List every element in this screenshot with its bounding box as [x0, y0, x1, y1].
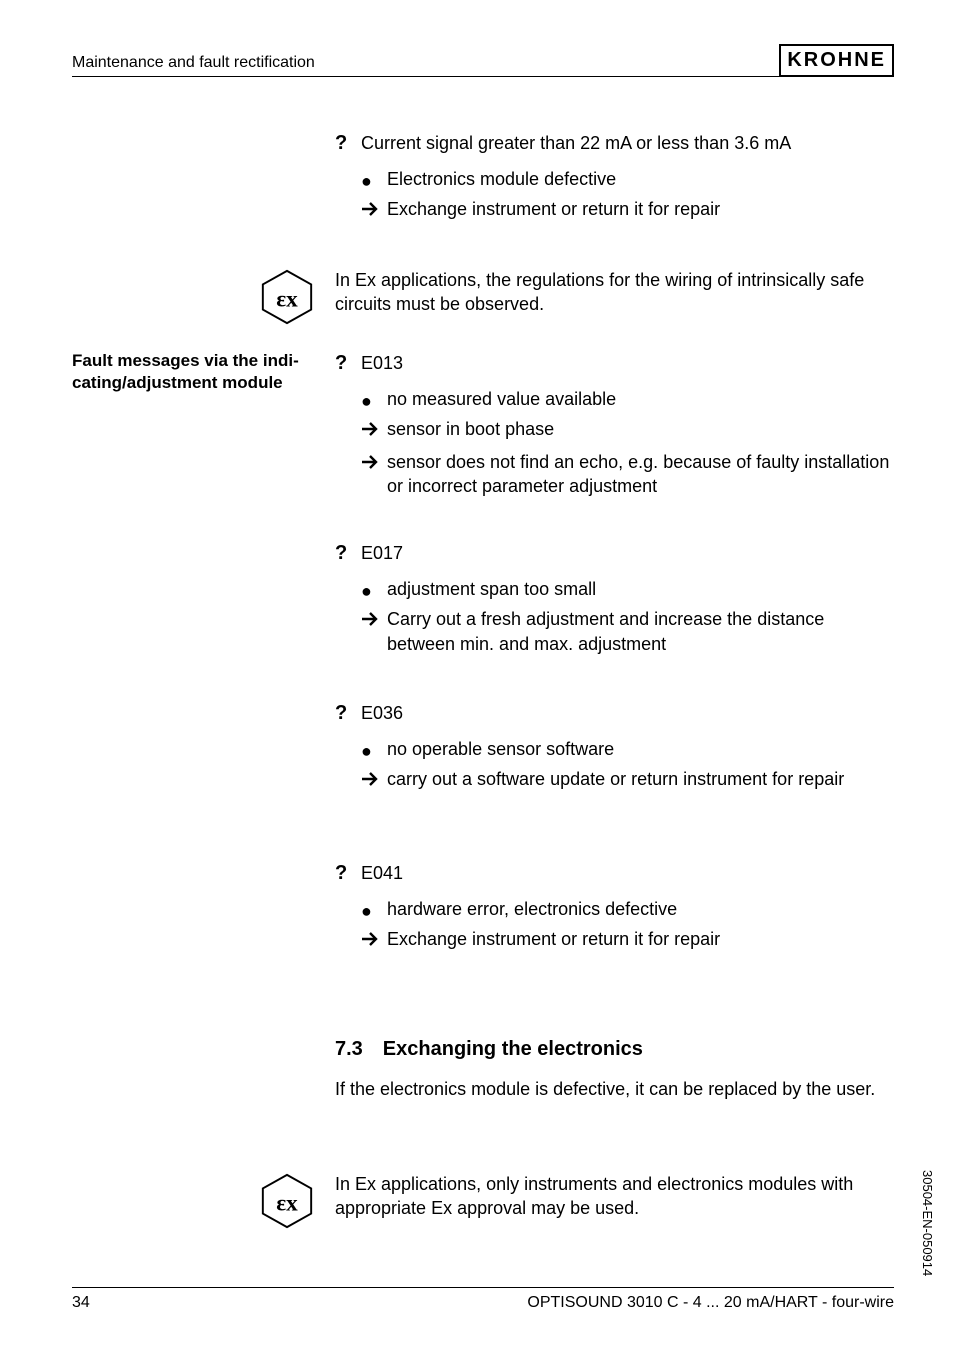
- question-mark-icon: ?: [335, 130, 361, 157]
- header-section-title: Maintenance and fault rectification: [72, 52, 315, 74]
- arrow-icon: [361, 607, 387, 633]
- item-action: sensor in boot phase: [387, 417, 894, 441]
- question-mark-icon: ?: [335, 350, 361, 377]
- bullet-icon: ●: [361, 577, 387, 600]
- item-e017: ? E017 ● adjustment span too small Carry…: [335, 540, 894, 662]
- error-code: E041: [361, 861, 894, 885]
- doc-code: 30504-EN-050914: [918, 1170, 936, 1276]
- svg-text:εx: εx: [276, 287, 298, 313]
- svg-text:εx: εx: [276, 1191, 298, 1217]
- bullet-icon: ●: [361, 737, 387, 760]
- bullet-icon: ●: [361, 897, 387, 920]
- item-bullet: Electronics module defective: [387, 167, 894, 191]
- product-name: OPTISOUND 3010 C - 4 ... 20 mA/HART - fo…: [527, 1292, 894, 1314]
- item-action: carry out a software update or return in…: [387, 767, 894, 791]
- item-action: Carry out a fresh adjustment and increas…: [387, 607, 894, 656]
- arrow-icon: [361, 417, 387, 443]
- item-e036: ? E036 ● no operable sensor software car…: [335, 700, 894, 800]
- arrow-icon: [361, 197, 387, 223]
- error-code: E017: [361, 541, 894, 565]
- question-mark-icon: ?: [335, 540, 361, 567]
- section-7-3: 7.3 Exchanging the electronics If the el…: [335, 1036, 894, 1117]
- arrow-icon: [361, 450, 387, 476]
- item-bullet: no operable sensor software: [387, 737, 894, 761]
- bullet-icon: ●: [361, 387, 387, 410]
- section-heading: 7.3 Exchanging the electronics: [335, 1036, 894, 1063]
- sidebar-line2: cating/adjustment module: [72, 373, 283, 392]
- ex-note-2: In Ex applications, only instruments and…: [335, 1172, 894, 1237]
- item-question: Current signal greater than 22 mA or les…: [361, 131, 894, 155]
- item-bullet: no measured value available: [387, 387, 894, 411]
- ex-hexagon-icon: εx: [258, 1172, 316, 1230]
- page-number: 34: [72, 1292, 90, 1314]
- bullet-icon: ●: [361, 167, 387, 190]
- item-action: Exchange instrument or return it for rep…: [387, 197, 894, 221]
- item-bullet: adjustment span too small: [387, 577, 894, 601]
- section-paragraph: If the electronics module is defective, …: [335, 1077, 894, 1101]
- question-mark-icon: ?: [335, 860, 361, 887]
- item-action: Exchange instrument or return it for rep…: [387, 927, 894, 951]
- arrow-icon: [361, 927, 387, 953]
- arrow-icon: [361, 767, 387, 793]
- item-current-signal: ? Current signal greater than 22 mA or l…: [335, 130, 894, 230]
- item-bullet: hardware error, electronics defective: [387, 897, 894, 921]
- header-divider: [72, 76, 894, 77]
- error-code: E036: [361, 701, 894, 725]
- ex-note-1: In Ex applications, the regulations for …: [335, 268, 894, 333]
- ex-hexagon-icon: εx: [258, 268, 316, 326]
- sidebar-line1: Fault messages via the indi-: [72, 351, 299, 370]
- error-code: E013: [361, 351, 894, 375]
- sidebar-fault-label: Fault messages via the indi- cating/adju…: [72, 350, 302, 394]
- question-mark-icon: ?: [335, 700, 361, 727]
- footer-divider: [72, 1287, 894, 1288]
- brand-logo: KROHNE: [779, 44, 894, 77]
- item-e013: ? E013 ● no measured value available sen…: [335, 350, 894, 504]
- ex-note-1-text: In Ex applications, the regulations for …: [335, 268, 894, 317]
- ex-note-2-text: In Ex applications, only instruments and…: [335, 1172, 894, 1221]
- item-e041: ? E041 ● hardware error, electronics def…: [335, 860, 894, 960]
- item-action: sensor does not find an echo, e.g. becau…: [387, 450, 894, 499]
